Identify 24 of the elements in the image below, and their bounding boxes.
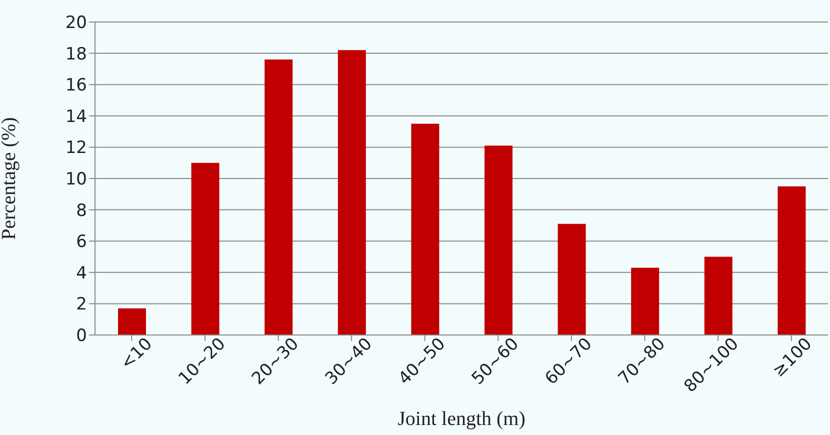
y-tick-label: 10	[65, 170, 87, 190]
y-tick-label: 8	[76, 200, 87, 221]
bar	[704, 256, 732, 335]
y-tick-label: 18	[65, 44, 87, 64]
bar	[484, 146, 512, 335]
bar	[411, 124, 440, 335]
bar	[778, 186, 806, 335]
y-axis-title: Percentage (%)	[0, 117, 20, 240]
y-tick-label: 0	[76, 326, 87, 346]
bar	[191, 162, 220, 335]
y-tick-label: 20	[65, 13, 87, 34]
x-tick-label: <10	[116, 334, 156, 374]
bar	[631, 268, 660, 335]
bar	[264, 60, 293, 335]
x-axis-title: Joint length (m)	[398, 408, 526, 430]
bar	[338, 50, 366, 335]
y-tick-label: 12	[65, 138, 87, 158]
bar	[118, 308, 146, 335]
y-tick-label: 14	[65, 106, 87, 127]
y-tick-label: 6	[76, 232, 87, 252]
y-tick-label: 2	[76, 294, 87, 315]
y-tick-label: 16	[65, 76, 87, 96]
bar	[558, 224, 586, 335]
y-tick-label: 4	[76, 263, 87, 284]
